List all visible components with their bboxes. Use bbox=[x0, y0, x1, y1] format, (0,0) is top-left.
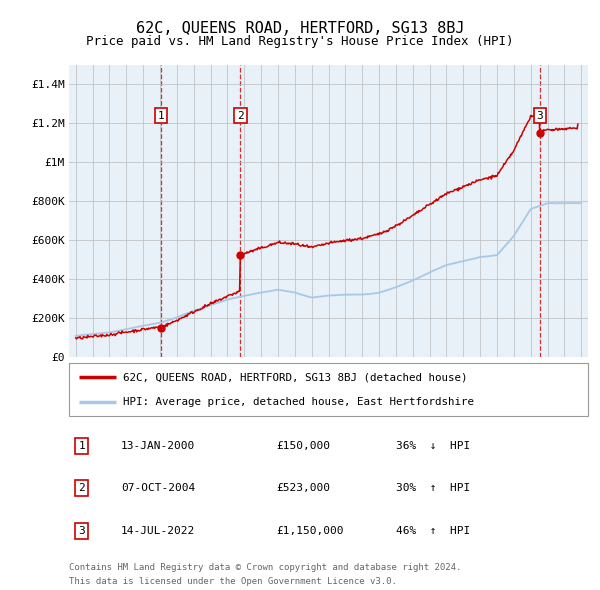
Text: 46%  ↑  HPI: 46% ↑ HPI bbox=[396, 526, 470, 536]
Text: 62C, QUEENS ROAD, HERTFORD, SG13 8BJ: 62C, QUEENS ROAD, HERTFORD, SG13 8BJ bbox=[136, 21, 464, 35]
Text: 1: 1 bbox=[157, 110, 164, 120]
Text: Contains HM Land Registry data © Crown copyright and database right 2024.: Contains HM Land Registry data © Crown c… bbox=[69, 563, 461, 572]
Text: 13-JAN-2000: 13-JAN-2000 bbox=[121, 441, 195, 451]
Text: 62C, QUEENS ROAD, HERTFORD, SG13 8BJ (detached house): 62C, QUEENS ROAD, HERTFORD, SG13 8BJ (de… bbox=[124, 372, 468, 382]
Text: 30%  ↑  HPI: 30% ↑ HPI bbox=[396, 483, 470, 493]
Text: £523,000: £523,000 bbox=[277, 483, 331, 493]
Text: 07-OCT-2004: 07-OCT-2004 bbox=[121, 483, 195, 493]
Text: HPI: Average price, detached house, East Hertfordshire: HPI: Average price, detached house, East… bbox=[124, 396, 475, 407]
Text: Price paid vs. HM Land Registry's House Price Index (HPI): Price paid vs. HM Land Registry's House … bbox=[86, 35, 514, 48]
Text: £1,150,000: £1,150,000 bbox=[277, 526, 344, 536]
Text: £150,000: £150,000 bbox=[277, 441, 331, 451]
Text: 1: 1 bbox=[79, 441, 85, 451]
Text: 3: 3 bbox=[536, 110, 543, 120]
Text: 14-JUL-2022: 14-JUL-2022 bbox=[121, 526, 195, 536]
Text: 2: 2 bbox=[79, 483, 85, 493]
Text: This data is licensed under the Open Government Licence v3.0.: This data is licensed under the Open Gov… bbox=[69, 577, 397, 586]
Text: 2: 2 bbox=[237, 110, 244, 120]
Text: 36%  ↓  HPI: 36% ↓ HPI bbox=[396, 441, 470, 451]
FancyBboxPatch shape bbox=[69, 363, 588, 416]
Text: 3: 3 bbox=[79, 526, 85, 536]
